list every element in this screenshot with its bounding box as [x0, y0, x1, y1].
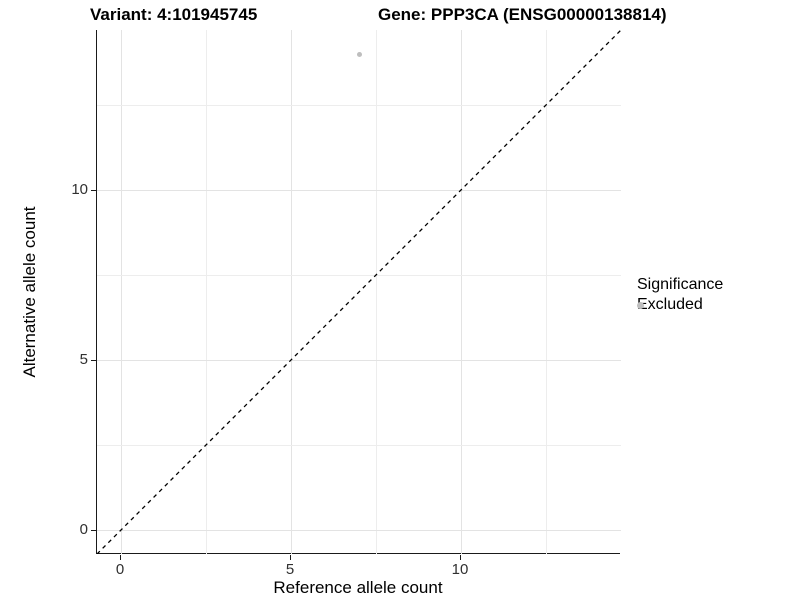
y-tick-label-5: 5 — [79, 351, 88, 368]
y-tick-10 — [91, 189, 96, 191]
data-point-excluded — [356, 51, 362, 57]
gridline-x-2_5 — [206, 30, 207, 554]
x-tick-10 — [459, 555, 461, 560]
y-tick-5 — [91, 359, 96, 361]
variant-title: Variant: 4:101945745 — [90, 5, 258, 24]
x-tick-label-10: 10 — [451, 561, 469, 578]
legend-title: Significance — [637, 276, 724, 293]
legend-entry-excluded: Excluded — [637, 296, 723, 314]
x-tick-label-0: 0 — [115, 561, 125, 578]
legend-entry-label: Excluded — [637, 296, 703, 313]
gridline-y-12_5 — [97, 105, 621, 106]
x-tick-0 — [119, 555, 121, 560]
x-axis-title: Reference allele count — [273, 578, 443, 597]
x-tick-label-5: 5 — [285, 561, 295, 578]
legend: Significance Excluded — [637, 276, 723, 314]
y-tick-label-10: 10 — [71, 181, 88, 198]
plot-panel — [96, 30, 621, 554]
gridline-x-0 — [121, 30, 122, 554]
gridline-y-2_5 — [97, 445, 621, 446]
gridline-y-7_5 — [97, 275, 621, 276]
gridline-y-0 — [97, 530, 621, 531]
gridline-x-12_5 — [546, 30, 547, 554]
gridline-y-5 — [97, 360, 621, 361]
gridline-x-5 — [291, 30, 292, 554]
gridline-x-10 — [461, 30, 462, 554]
y-tick-0 — [91, 529, 96, 531]
x-tick-5 — [289, 555, 291, 560]
y-axis-title: Alternative allele count — [20, 206, 39, 378]
y-tick-label-0: 0 — [79, 521, 88, 538]
gridline-x-7_5 — [376, 30, 377, 554]
gene-title: Gene: PPP3CA (ENSG00000138814) — [378, 5, 667, 24]
legend-point-icon — [637, 301, 644, 309]
gridline-y-10 — [97, 190, 621, 191]
identity-dashed-line — [97, 30, 621, 554]
